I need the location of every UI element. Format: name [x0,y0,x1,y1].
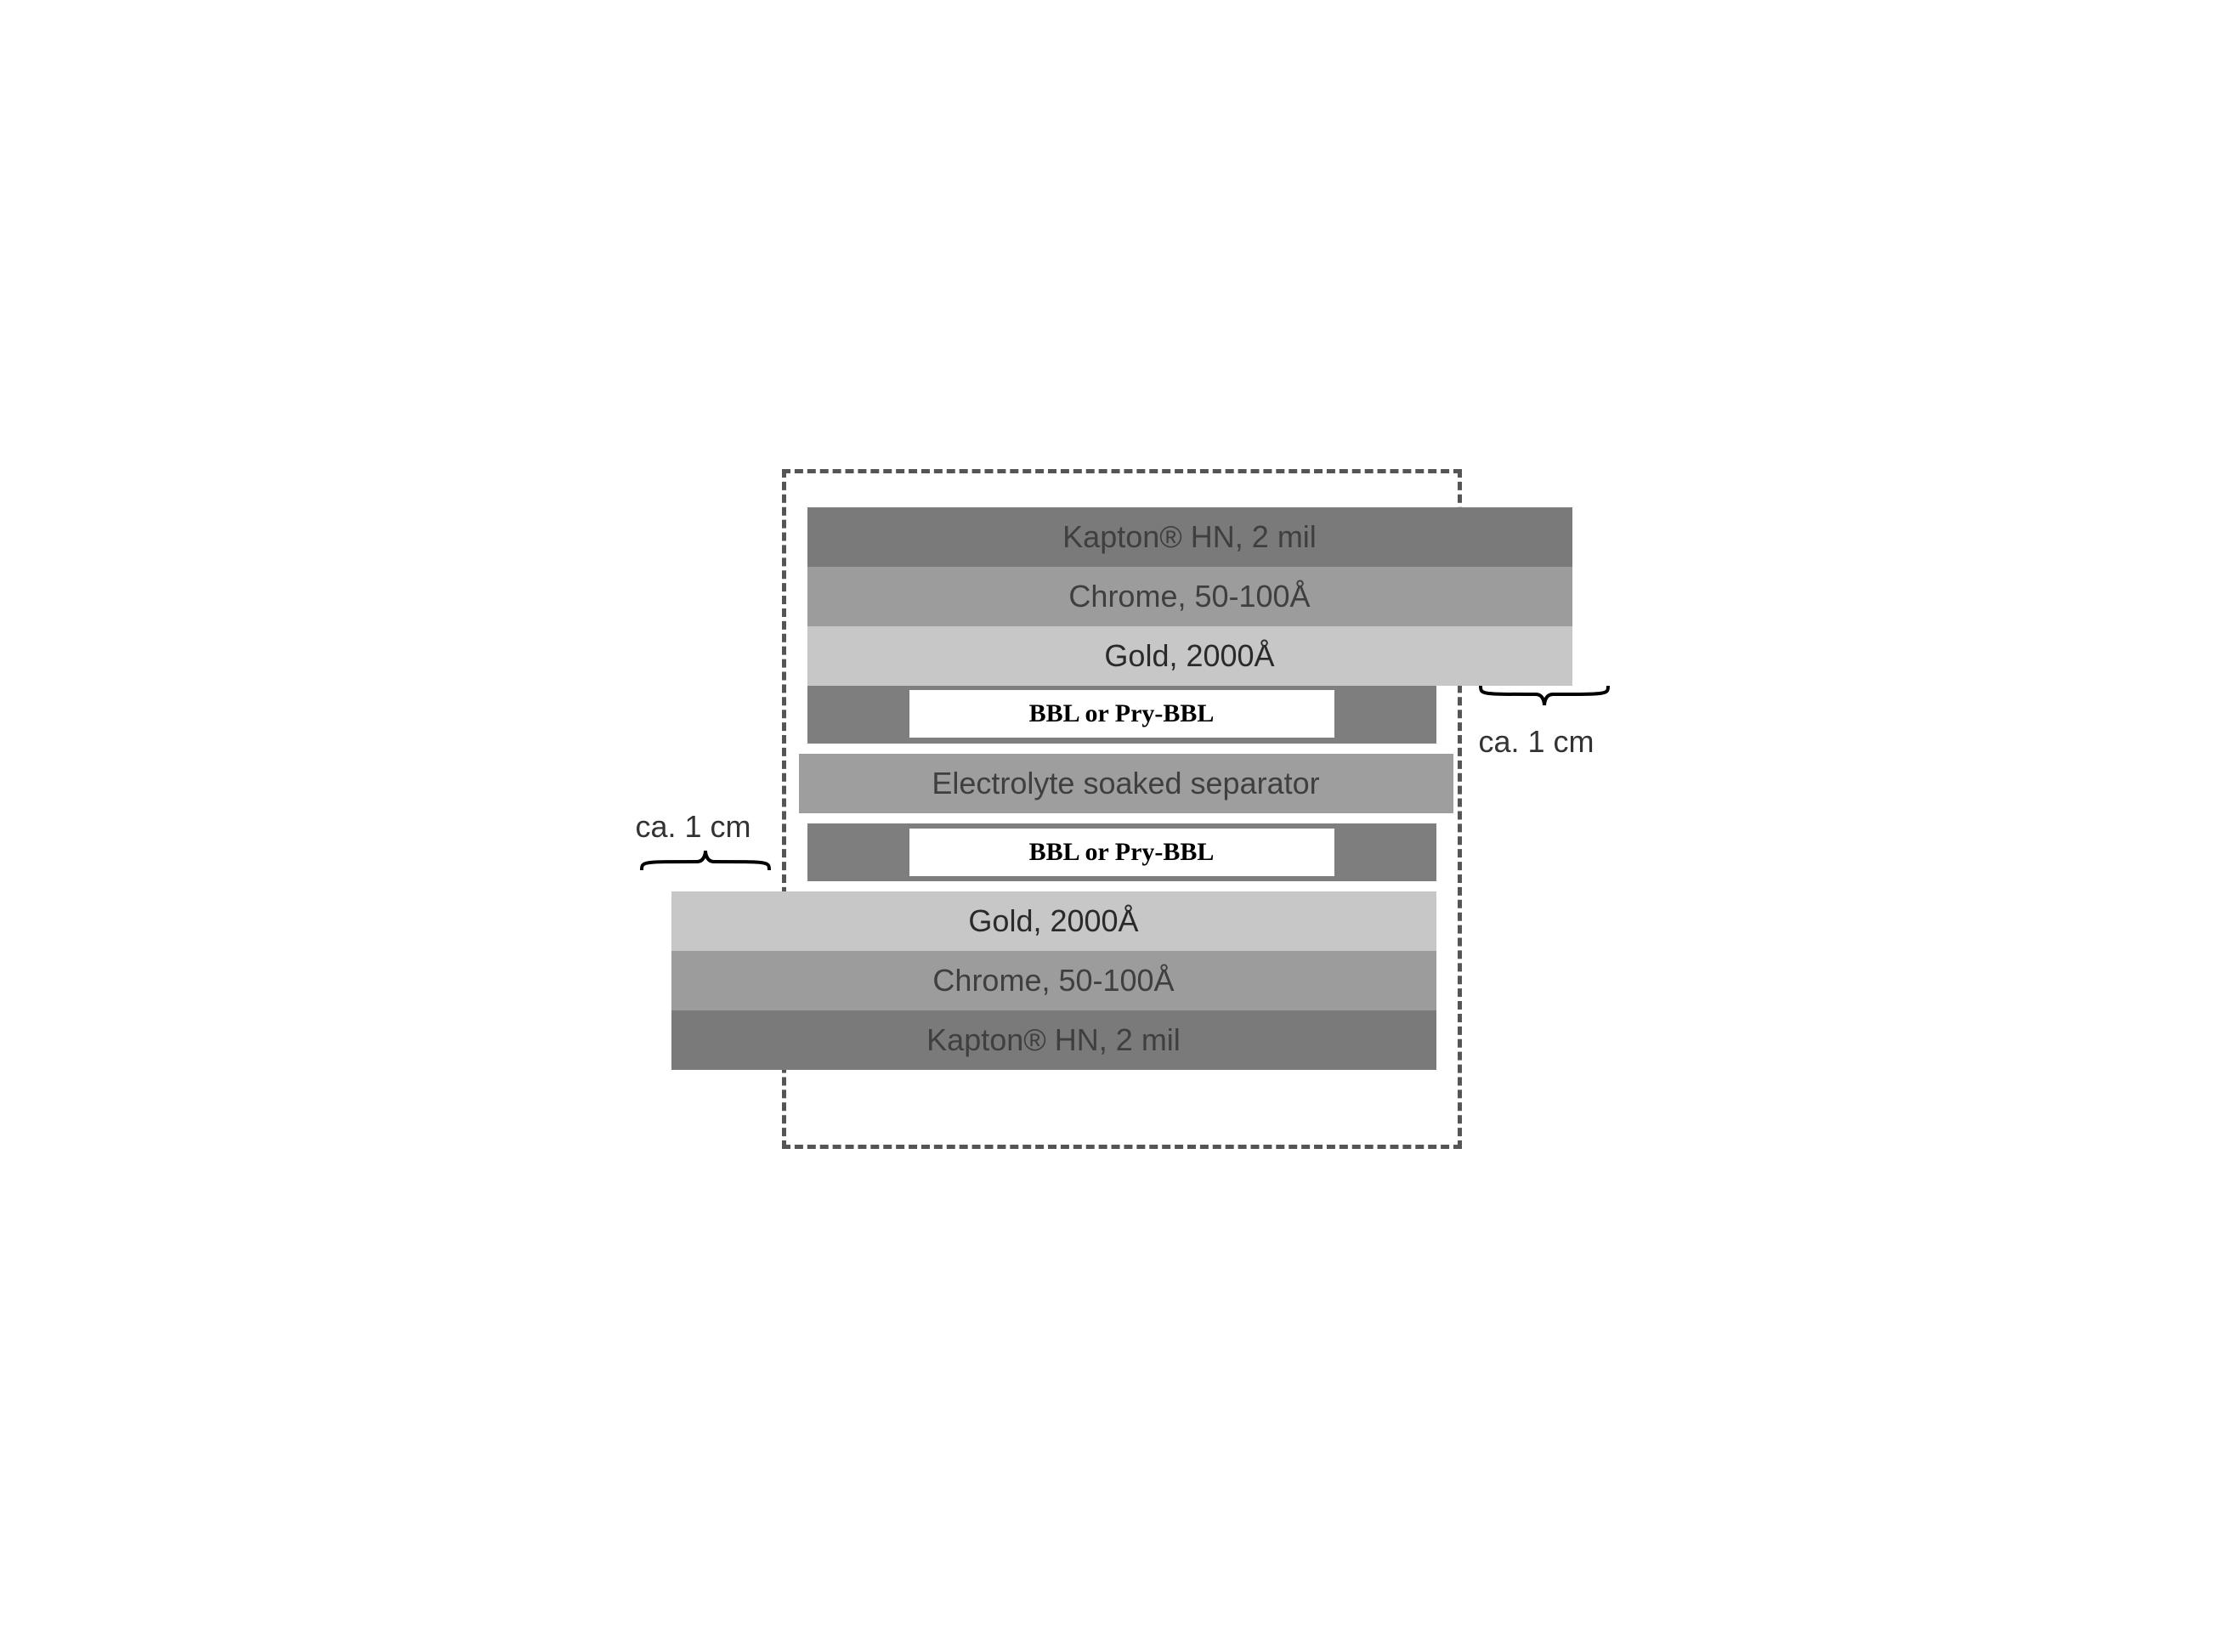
layer-label: BBL or Pry-BBL [1029,838,1215,867]
brace-right-icon [1476,682,1612,709]
brace-right-label: ca. 1 cm [1479,724,1594,760]
layer-kapton-top: Kapton® HN, 2 mil [807,507,1572,567]
layer-label: Kapton® HN, 2 mil [926,1022,1181,1058]
layer-chrome-bot: Chrome, 50-100Å [671,951,1436,1010]
layer-chrome-top: Chrome, 50-100Å [807,567,1572,626]
brace-left-icon [637,847,773,874]
layer-gold-top: Gold, 2000Å [807,626,1572,686]
layer-label: Kapton® HN, 2 mil [1062,519,1317,555]
brace-right [1476,682,1612,716]
layer-label: Gold, 2000Å [1104,638,1274,674]
layer-label: Chrome, 50-100Å [1068,579,1310,614]
layer-label: Chrome, 50-100Å [932,963,1174,999]
brace-left-label: ca. 1 cm [636,809,751,845]
layer-stack-diagram: Kapton® HN, 2 mil Chrome, 50-100Å Gold, … [603,461,1623,1191]
layer-label: BBL or Pry-BBL [1029,699,1215,728]
layer-label: Gold, 2000Å [968,903,1138,939]
layer-separator: Electrolyte soaked separator [799,754,1453,813]
brace-left [637,847,773,882]
layer-gold-bot: Gold, 2000Å [671,891,1436,951]
layer-label: Electrolyte soaked separator [932,766,1319,801]
layer-bbl-top: BBL or Pry-BBL [909,690,1334,738]
layer-kapton-bot: Kapton® HN, 2 mil [671,1010,1436,1070]
layer-bbl-bot: BBL or Pry-BBL [909,829,1334,876]
